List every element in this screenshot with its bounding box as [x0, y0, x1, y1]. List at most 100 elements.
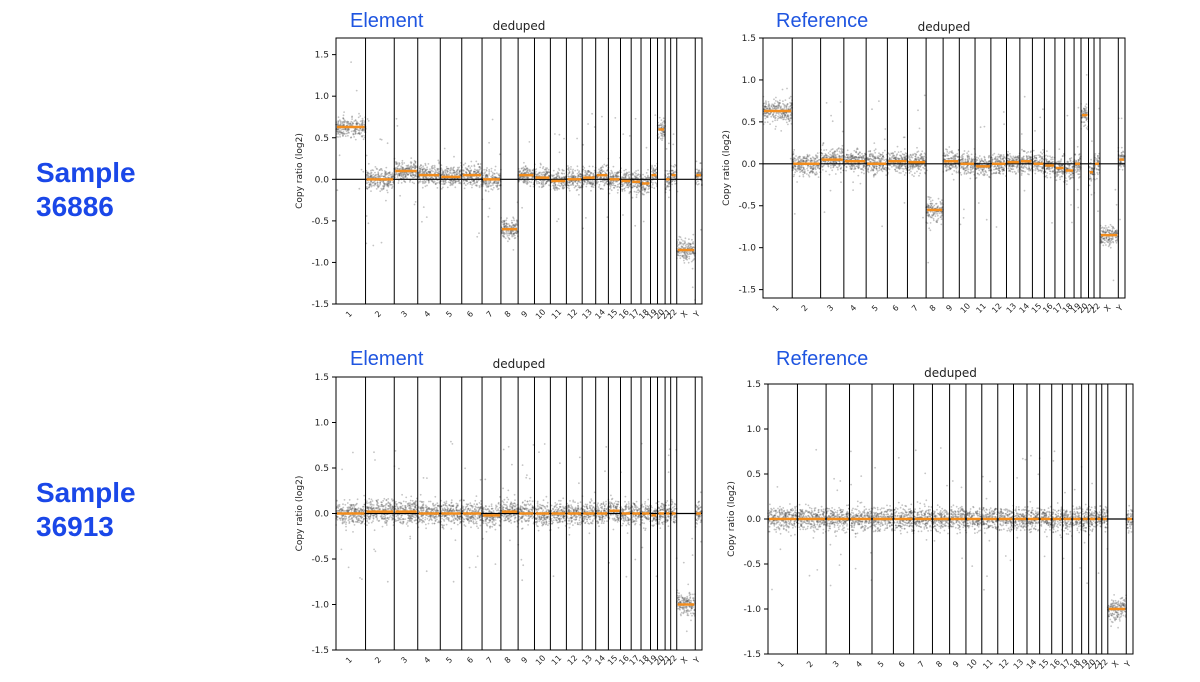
data-point: [814, 158, 816, 160]
data-point: [680, 245, 683, 248]
data-point: [340, 128, 343, 131]
data-point: [357, 132, 359, 135]
data-point: [831, 120, 834, 123]
data-point: [674, 163, 676, 166]
data-point: [652, 170, 655, 173]
data-point: [647, 168, 649, 171]
data-point: [355, 122, 358, 125]
data-point: [686, 256, 688, 259]
data-point: [377, 185, 379, 188]
data-point: [932, 219, 935, 222]
data-point: [777, 107, 780, 109]
data-point: [622, 133, 625, 136]
data-point: [491, 182, 494, 185]
data-point: [496, 186, 498, 189]
data-point: [645, 177, 648, 179]
data-point: [775, 105, 778, 108]
data-point: [839, 101, 842, 103]
data-point: [352, 130, 355, 132]
data-point: [557, 172, 560, 175]
data-point: [403, 162, 406, 164]
data-point: [882, 155, 884, 158]
data-point: [347, 134, 349, 137]
data-point: [361, 124, 364, 126]
data-point: [368, 172, 371, 175]
data-point: [526, 183, 528, 186]
data-point: [884, 128, 887, 130]
data-point: [879, 155, 881, 158]
data-point: [904, 152, 907, 155]
data-point: [665, 148, 668, 150]
data-point: [785, 121, 788, 124]
data-point: [487, 185, 490, 188]
data-point: [635, 193, 638, 196]
data-point: [634, 224, 637, 227]
data-point: [798, 160, 800, 163]
data-point: [387, 182, 389, 185]
data-point: [682, 240, 684, 242]
data-point: [786, 103, 789, 105]
data-point: [343, 111, 345, 113]
data-point: [387, 182, 390, 185]
data-point: [371, 182, 374, 184]
data-point: [385, 166, 388, 169]
data-point: [371, 169, 374, 171]
data-point: [774, 119, 776, 122]
data-point: [411, 173, 414, 176]
data-point: [384, 174, 387, 177]
data-point: [829, 150, 832, 153]
data-point: [346, 129, 349, 131]
data-point: [359, 133, 361, 136]
data-point: [392, 173, 394, 176]
data-point: [380, 241, 383, 244]
data-point: [625, 182, 628, 184]
data-point: [830, 164, 832, 167]
data-point: [579, 186, 581, 189]
data-point: [651, 186, 653, 189]
data-point: [486, 184, 489, 186]
data-point: [381, 175, 384, 177]
data-point: [579, 173, 582, 176]
data-point: [898, 165, 900, 167]
data-point: [634, 117, 637, 120]
data-point: [363, 136, 366, 139]
data-point: [916, 170, 918, 173]
data-point: [651, 183, 654, 186]
data-point: [913, 152, 916, 155]
data-point: [345, 130, 348, 133]
data-point: [931, 199, 934, 202]
data-point: [366, 173, 369, 176]
data-point: [684, 244, 687, 247]
data-point: [904, 165, 906, 168]
data-point: [397, 165, 399, 168]
data-point: [542, 185, 545, 188]
data-point: [873, 142, 876, 145]
data-point: [840, 181, 842, 184]
data-point: [365, 181, 368, 184]
data-point: [691, 267, 694, 270]
data-point: [830, 167, 832, 169]
data-point: [628, 192, 631, 195]
data-point: [919, 172, 921, 175]
data-point: [898, 158, 900, 160]
data-point: [384, 170, 387, 173]
data-point: [922, 155, 924, 158]
data-point: [677, 243, 680, 246]
data-point: [377, 172, 380, 175]
data-point: [857, 166, 859, 169]
data-point: [343, 124, 346, 127]
data-point: [831, 155, 834, 157]
data-point: [398, 163, 401, 166]
data-point: [370, 180, 372, 183]
panel-label-element-top: Element: [350, 10, 424, 32]
data-point: [380, 187, 383, 190]
data-point: [389, 181, 392, 183]
data-point: [666, 173, 669, 175]
data-point: [931, 203, 934, 205]
data-point: [591, 165, 594, 168]
data-point: [770, 115, 773, 118]
data-point: [787, 117, 790, 120]
data-point: [804, 157, 806, 160]
data-point: [458, 173, 461, 176]
